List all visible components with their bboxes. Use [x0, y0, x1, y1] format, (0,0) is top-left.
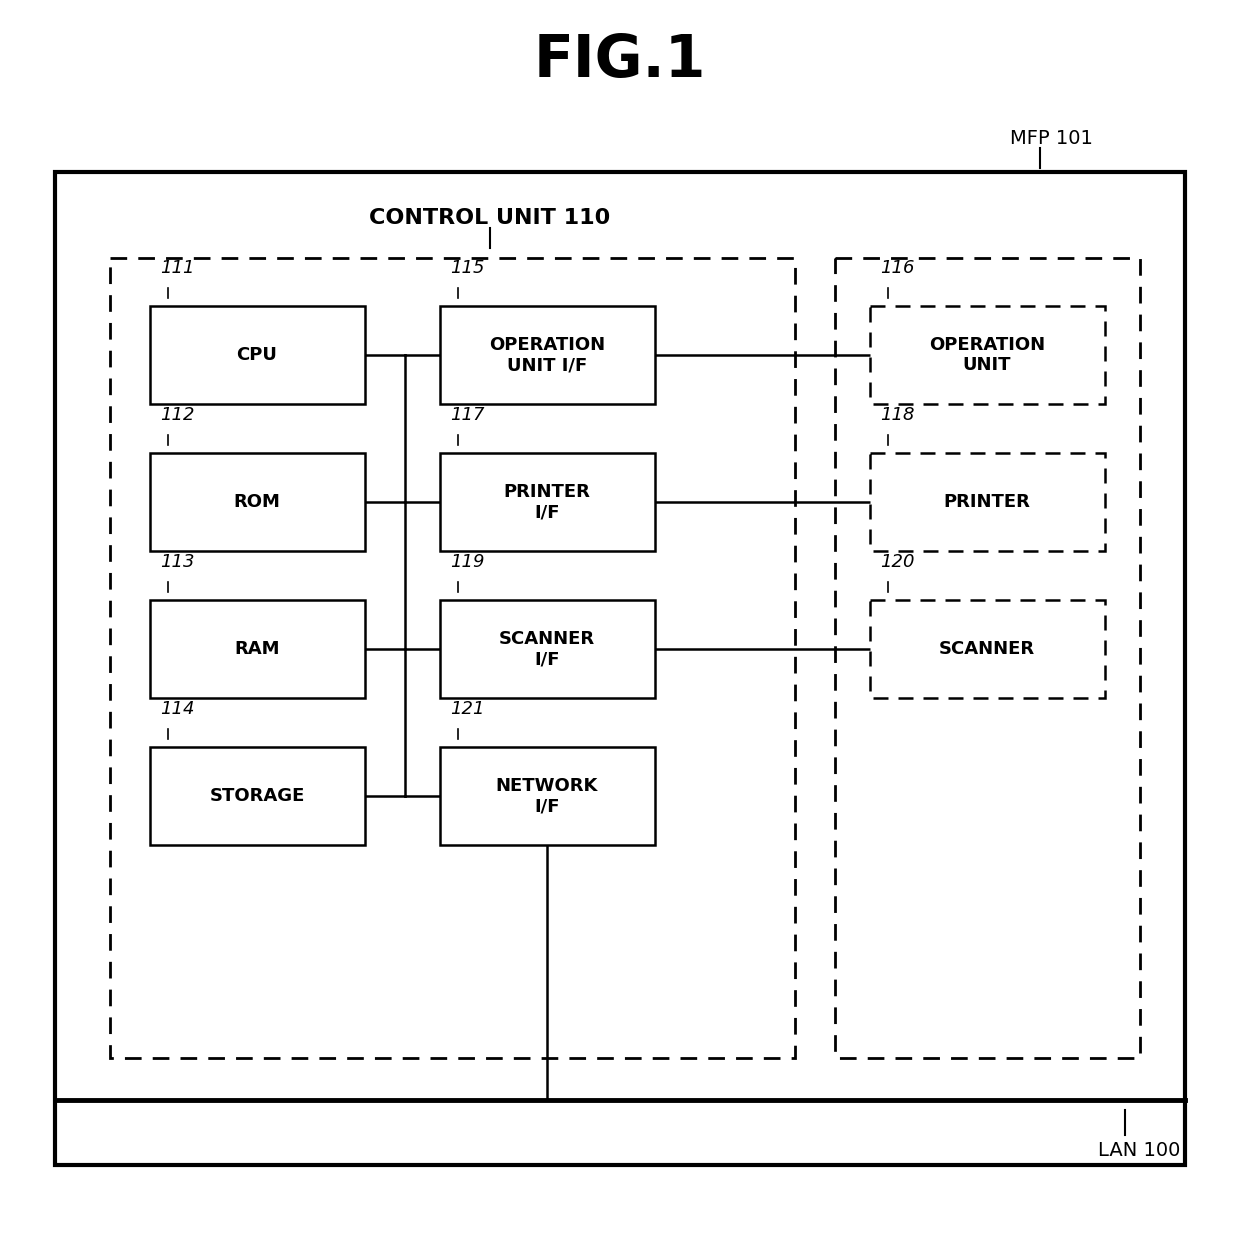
Text: 118: 118 [880, 406, 915, 425]
Text: PRINTER: PRINTER [944, 493, 1030, 510]
Text: MFP 101: MFP 101 [1011, 128, 1092, 147]
Bar [440, 600, 655, 698]
Bar [870, 453, 1105, 552]
Bar [440, 453, 655, 552]
Bar [870, 306, 1105, 403]
Text: 119: 119 [450, 553, 485, 571]
Text: PRINTER
I/F: PRINTER I/F [503, 483, 590, 522]
Text: SCANNER: SCANNER [939, 640, 1035, 659]
Bar [150, 453, 365, 552]
Bar [150, 306, 365, 403]
Bar [150, 747, 365, 845]
Text: 114: 114 [160, 700, 195, 718]
Bar [55, 172, 1185, 1165]
Bar [870, 600, 1105, 698]
Text: 112: 112 [160, 406, 195, 425]
Text: LAN 100: LAN 100 [1097, 1140, 1180, 1159]
Text: SCANNER
I/F: SCANNER I/F [498, 630, 595, 669]
Bar [440, 306, 655, 403]
Text: CPU: CPU [237, 346, 278, 364]
Text: 116: 116 [880, 259, 915, 276]
Text: 121: 121 [450, 700, 485, 718]
Text: RAM: RAM [234, 640, 280, 659]
Bar [150, 600, 365, 698]
Text: ROM: ROM [233, 493, 280, 510]
Text: 120: 120 [880, 553, 915, 571]
Bar [835, 258, 1140, 1058]
Bar [440, 747, 655, 845]
Text: NETWORK
I/F: NETWORK I/F [496, 777, 598, 815]
Text: 115: 115 [450, 259, 485, 276]
Text: 111: 111 [160, 259, 195, 276]
Bar [110, 258, 795, 1058]
Text: OPERATION
UNIT: OPERATION UNIT [929, 336, 1045, 375]
Text: OPERATION
UNIT I/F: OPERATION UNIT I/F [489, 336, 605, 375]
Text: STORAGE: STORAGE [210, 787, 305, 806]
Text: CONTROL UNIT 110: CONTROL UNIT 110 [370, 208, 610, 228]
Text: 117: 117 [450, 406, 485, 425]
Text: 113: 113 [160, 553, 195, 571]
Text: FIG.1: FIG.1 [533, 31, 707, 88]
